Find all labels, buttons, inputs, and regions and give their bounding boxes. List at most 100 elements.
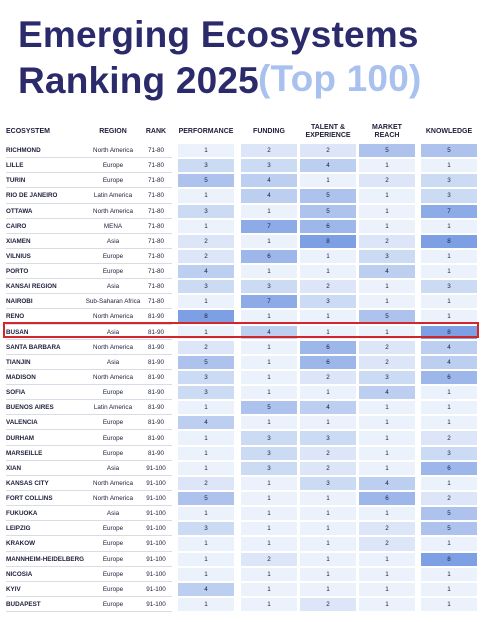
text-cell: North America [93,374,133,381]
score-cell: 4 [178,265,234,279]
score-cell: 3 [241,461,297,475]
score-cell: 1 [359,507,415,521]
score-cell: 4 [300,159,356,173]
row-separator [6,429,172,431]
score-cell: 1 [300,416,356,430]
text-cell: 91-100 [146,464,166,472]
score-cell: 1 [300,310,356,324]
row-separator [6,293,172,295]
score-cell: 1 [421,265,477,279]
text-cell: Sub-Saharan Africa [85,298,141,306]
text-cell: FUKUOKA [6,510,38,518]
text-cell: LEIPZIG [6,525,31,533]
score-cell: 5 [300,189,356,203]
score-cell: 1 [300,174,356,188]
title: Emerging Ecosystems Ranking 2025 [18,12,458,104]
score-cell: 1 [359,401,415,415]
text-cell: Europe [102,449,124,457]
row-separator [6,338,172,340]
text-cell: North America [93,147,133,155]
score-cell: 5 [178,491,234,506]
row-separator [6,384,172,386]
score-cell: 3 [241,446,297,460]
score-cell: 1 [300,325,356,339]
text-cell: XIAN [6,464,22,472]
text-cell: Europe [102,525,124,533]
score-cell: 1 [300,567,356,581]
row-separator [6,217,172,219]
score-cell: 1 [300,552,356,566]
score-cell: 1 [421,567,477,581]
text-cell: KRAKOW [6,540,36,548]
text-cell: 81-90 [147,389,165,397]
text-cell: 81-90 [147,419,165,427]
text-cell: 71-80 [147,237,165,245]
score-cell: 1 [241,567,297,581]
row-separator [6,459,172,461]
score-cell: 5 [178,174,234,188]
row-separator [6,187,172,189]
score-cell: 4 [241,174,297,188]
row-separator [6,263,172,265]
text-cell: 81-90 [147,358,165,366]
text-cell: 71-80 [147,147,165,155]
score-cell: 1 [421,386,477,400]
score-cell: 1 [359,325,415,339]
text-cell: KYIV [6,585,21,593]
score-cell: 5 [359,144,415,158]
score-cell: 1 [421,219,477,233]
text-cell: 91-100 [146,600,166,608]
text-cell: Europe [102,162,124,170]
score-cell: 3 [300,295,356,309]
row-separator [6,323,172,325]
score-cell: 2 [178,476,234,490]
text-cell: 81-90 [147,434,165,442]
score-cell: 1 [178,219,234,233]
text-cell: LILLE [6,162,24,170]
score-cell: 1 [178,401,234,415]
score-cell: 2 [300,280,356,294]
text-cell: SANTA BARBARA [6,343,61,351]
text-cell: 91-100 [146,495,166,503]
score-cell: 1 [359,567,415,581]
text-cell: FORT COLLINS [6,495,53,503]
score-cell: 2 [300,597,356,612]
score-cell: 5 [241,401,297,415]
score-cell: 1 [300,265,356,279]
text-cell: TURIN [6,177,26,185]
score-cell: 1 [421,249,477,264]
text-cell: CAIRO [6,222,27,230]
score-cell: 1 [241,340,297,354]
text-cell: NAIROBI [6,298,33,306]
score-cell: 6 [300,340,356,354]
column-header: RANK [145,128,167,135]
text-cell: KANSAS CITY [6,479,49,487]
score-cell: 3 [421,446,477,460]
score-cell: 1 [241,386,297,400]
column-header: ECOSYSTEM [6,128,50,135]
row-separator [6,157,172,159]
score-cell: 2 [241,144,297,158]
text-cell: North America [93,495,133,503]
score-cell: 2 [300,461,356,475]
score-cell: 1 [359,295,415,309]
text-cell: 81-90 [147,404,165,412]
text-cell: MANNHEIM-HEIDELBERG [6,555,85,563]
score-cell: 8 [178,310,234,324]
score-cell: 4 [300,401,356,415]
score-cell: 8 [421,552,477,566]
score-cell: 2 [178,249,234,264]
score-cell: 2 [421,491,477,506]
score-cell: 1 [178,431,234,445]
row-separator [6,308,172,310]
text-cell: 91-100 [146,525,166,533]
score-cell: 1 [178,552,234,566]
title-text: Emerging Ecosystems Ranking 2025 [18,14,419,101]
score-cell: 5 [421,507,477,521]
score-cell: 1 [178,597,234,612]
score-cell: 1 [359,189,415,203]
text-cell: 71-80 [147,192,165,200]
text-cell: BUDAPEST [6,600,41,608]
text-cell: NICOSIA [6,570,33,578]
score-cell: 1 [421,159,477,173]
